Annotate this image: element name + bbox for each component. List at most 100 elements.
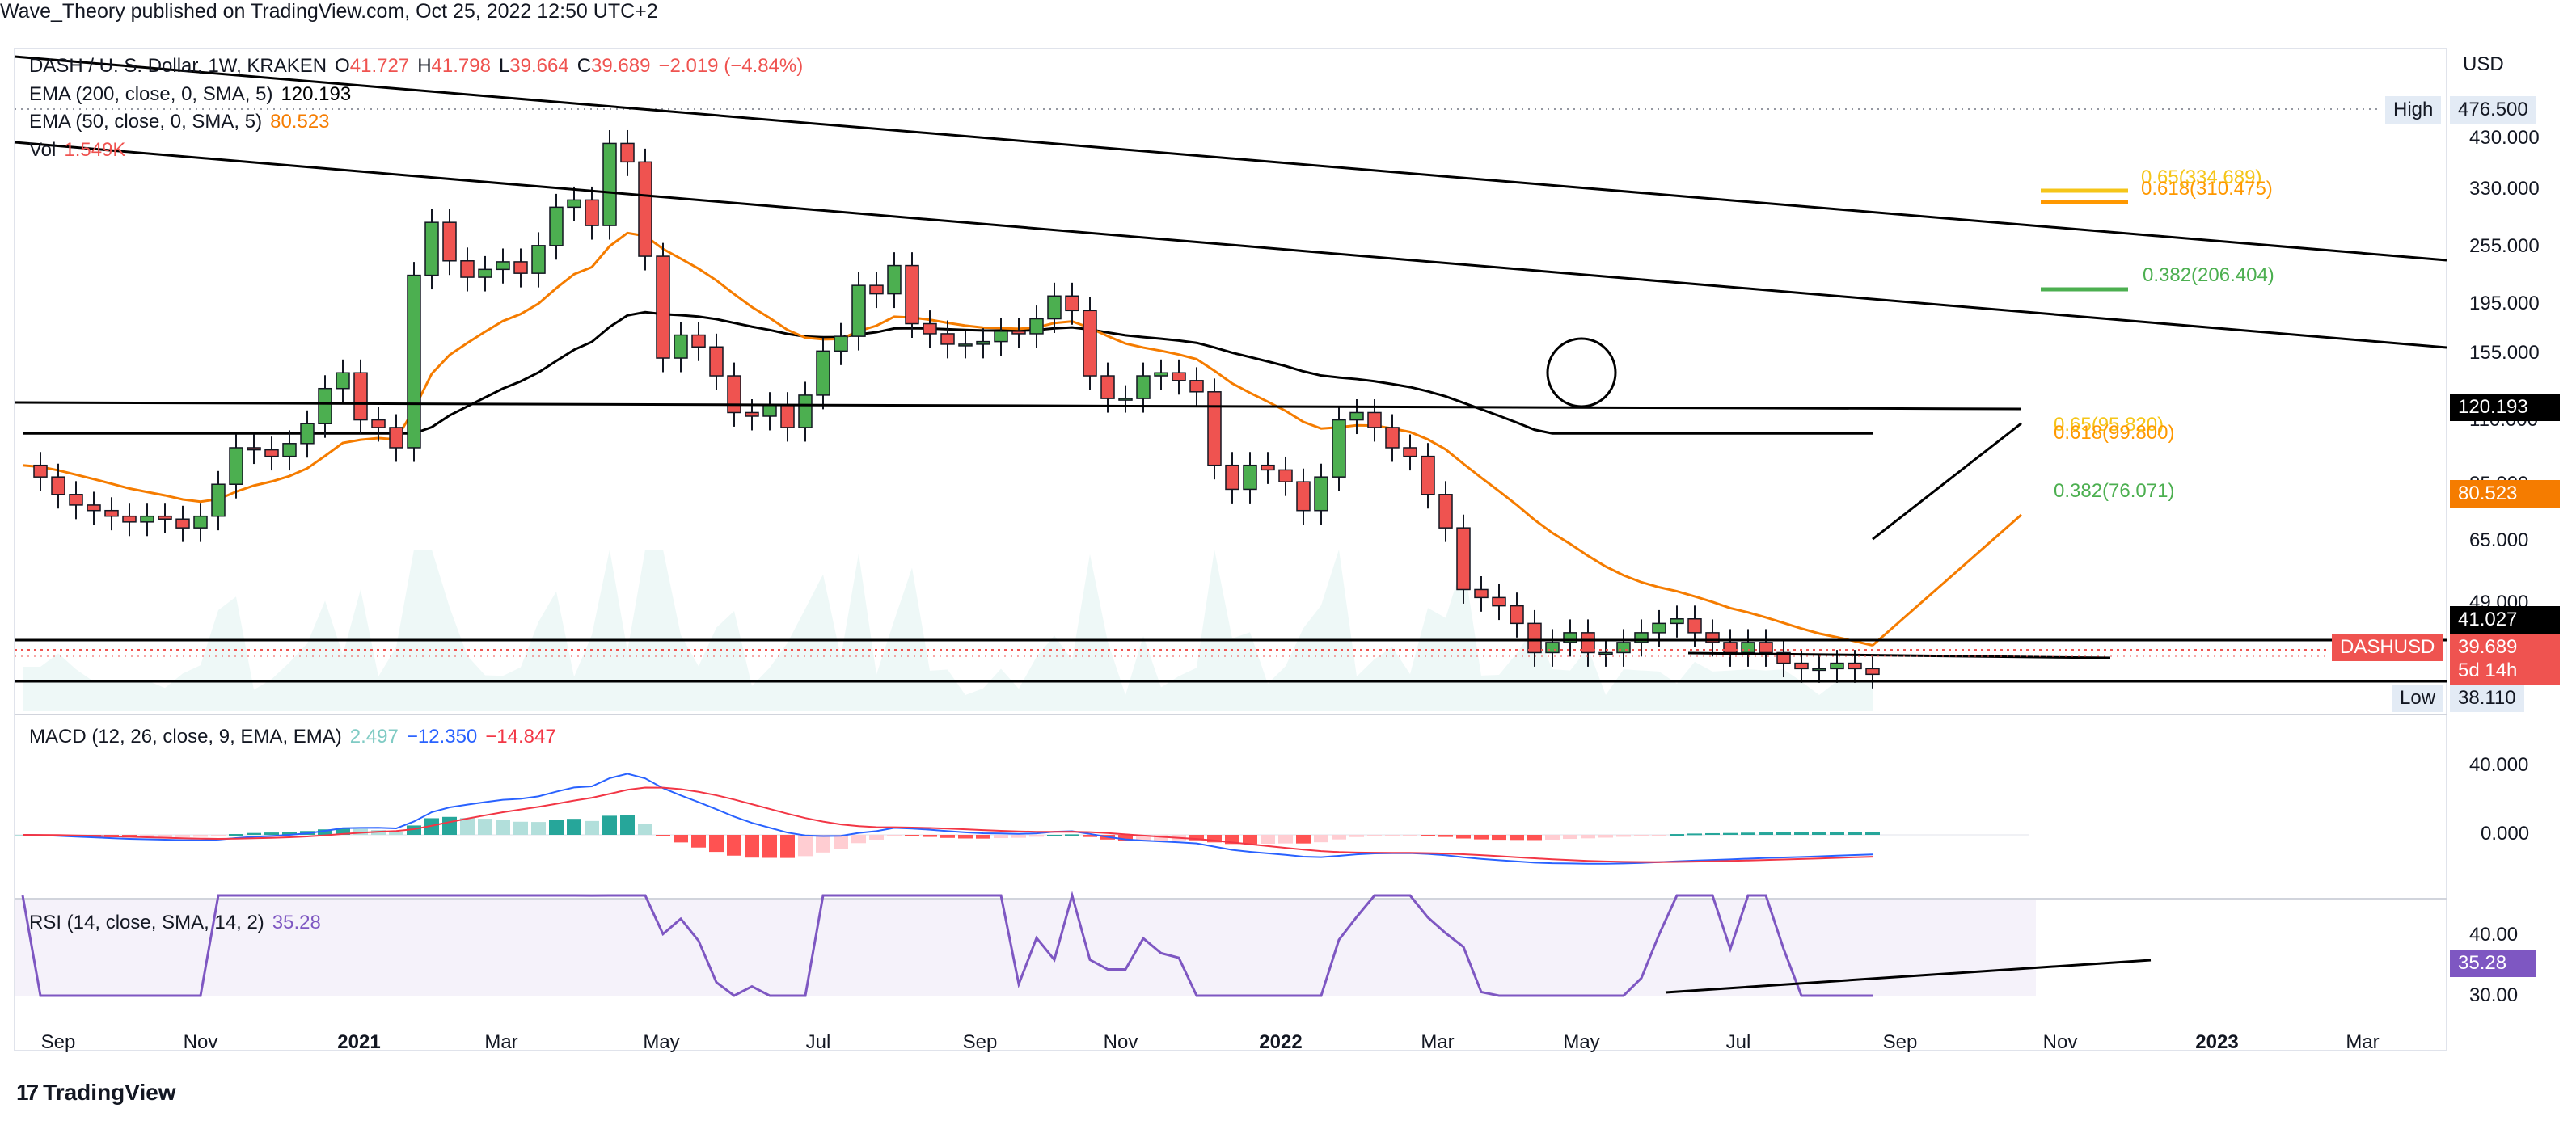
ema50-legend[interactable]: EMA (50, close, 0, SMA, 5) 80.523: [29, 111, 338, 133]
ema-resistance-line: [14, 401, 2022, 411]
candle-body: [1598, 651, 1613, 655]
candle-body: [1545, 642, 1560, 654]
macd-hist-bar: [1261, 835, 1275, 845]
volume-area: [23, 550, 1873, 711]
macd-hist-bar: [1848, 832, 1862, 835]
macd-hist-bar: [336, 828, 350, 835]
macd-hist-bar: [549, 820, 564, 835]
candle-body: [211, 483, 226, 517]
time-tick: 2022: [1259, 1031, 1303, 1053]
candle-body: [549, 206, 564, 246]
macd-hist-bar: [691, 835, 706, 848]
rsi-tick: 30.00: [2469, 984, 2519, 1006]
price-tick: 255.000: [2469, 235, 2540, 257]
macd-hist-bar: [1474, 835, 1489, 840]
ema200-legend[interactable]: EMA (200, close, 0, SMA, 5) 120.193: [29, 83, 359, 106]
macd-hist-bar: [1510, 835, 1524, 841]
candle-body: [1403, 447, 1417, 457]
macd-hist-bar: [1403, 835, 1417, 836]
close-label: C: [576, 55, 592, 77]
candle-body: [1349, 411, 1364, 421]
macd-hist-bar: [407, 825, 421, 835]
candle-body: [229, 447, 243, 485]
candle-body: [1616, 642, 1631, 654]
candle-body: [1207, 391, 1222, 466]
macd-hist-bar: [638, 824, 652, 835]
macd-hist-bar: [994, 835, 1008, 839]
candle-body: [638, 161, 652, 257]
support-badge: 41.027: [2450, 606, 2560, 634]
symbol-title: DASH / U. S. Dollar, 1W, KRAKEN: [29, 55, 327, 77]
tradingview-logo[interactable]: 17 TradingView: [16, 1080, 176, 1106]
ema200-value: 120.193: [281, 83, 352, 105]
high-label-badge: High: [2385, 96, 2442, 124]
candle-body: [247, 447, 261, 451]
time-tick: Sep: [962, 1031, 998, 1053]
open-value: 41.727: [349, 55, 410, 77]
macd-hist-bar: [158, 835, 172, 837]
candle-body: [567, 199, 581, 209]
low-label-badge: Low: [2392, 685, 2444, 712]
candle-body: [1154, 372, 1168, 377]
candle-body: [460, 260, 475, 278]
macd-hist-bar: [140, 835, 154, 838]
macd-hist-bar: [798, 835, 813, 857]
candle-body: [1172, 372, 1186, 381]
macd-hist-bar: [1723, 832, 1738, 835]
candle-body: [318, 387, 332, 424]
candle-body: [1118, 398, 1133, 401]
high-label: H: [417, 55, 432, 77]
macd-value: −12.350: [406, 726, 478, 748]
candle-body: [175, 518, 190, 529]
macd-hist-bar: [1687, 833, 1702, 836]
macd-legend[interactable]: MACD (12, 26, close, 9, EMA, EMA) 2.497 −1…: [29, 726, 564, 748]
ema200-label: EMA (200, close, 0, SMA, 5): [29, 83, 273, 105]
rsi-tick: 40.00: [2469, 924, 2519, 946]
candle-body: [1100, 375, 1115, 399]
candle-body: [976, 340, 990, 345]
candle-body: [371, 419, 386, 428]
candle-body: [1011, 331, 1026, 335]
ema200-extension: [1872, 422, 2022, 541]
macd-hist-bar: [1776, 832, 1791, 835]
macd-hist-bar: [193, 835, 208, 837]
macd-hist-bar: [745, 835, 759, 858]
macd-hist-bar: [1563, 835, 1577, 840]
macd-hist-bar: [1794, 832, 1809, 835]
candle-body: [958, 343, 973, 347]
low-value: 39.664: [509, 55, 569, 77]
candle-body: [193, 515, 208, 529]
volume-legend[interactable]: Vol 1.549K: [29, 139, 133, 162]
fib-label-0382-lower: 0.382(76.071): [2054, 480, 2175, 502]
candle-body: [1492, 596, 1506, 607]
macd-hist-bar: [1865, 832, 1880, 835]
macd-hist-bar: [1492, 835, 1506, 841]
macd-hist-bar: [1670, 834, 1684, 836]
candle-body: [1830, 662, 1844, 670]
close-value: 39.689: [591, 55, 651, 77]
ema50-extension: [1872, 513, 2022, 647]
macd-hist-bar: [762, 835, 777, 858]
time-tick: Nov: [2042, 1031, 2078, 1053]
price-tick: 195.000: [2469, 293, 2540, 314]
macd-hist-bar: [1011, 835, 1026, 838]
candle-body: [1741, 642, 1755, 654]
fib-label-0618-upper: 0.618(310.475): [2141, 178, 2273, 200]
macd-hist-bar: [656, 835, 670, 836]
candle-body: [264, 449, 279, 457]
rsi-label: RSI (14, close, SMA, 14, 2): [29, 912, 264, 933]
candle-body: [762, 404, 777, 417]
candle-body: [33, 464, 48, 478]
ema50-line: [22, 231, 1873, 647]
time-tick: Sep: [40, 1031, 76, 1053]
macd-hist-bar: [1278, 835, 1293, 844]
rsi-legend[interactable]: RSI (14, close, SMA, 14, 2) 35.28: [29, 912, 329, 934]
macd-hist-bar: [1759, 832, 1773, 835]
rsi-value: 35.28: [272, 912, 321, 933]
ema50-badge: 80.523: [2450, 480, 2560, 508]
macd-hist-bar: [674, 835, 688, 843]
macd-line: [22, 773, 1873, 865]
candle-body: [300, 423, 315, 445]
macd-hist-bar: [353, 828, 368, 835]
